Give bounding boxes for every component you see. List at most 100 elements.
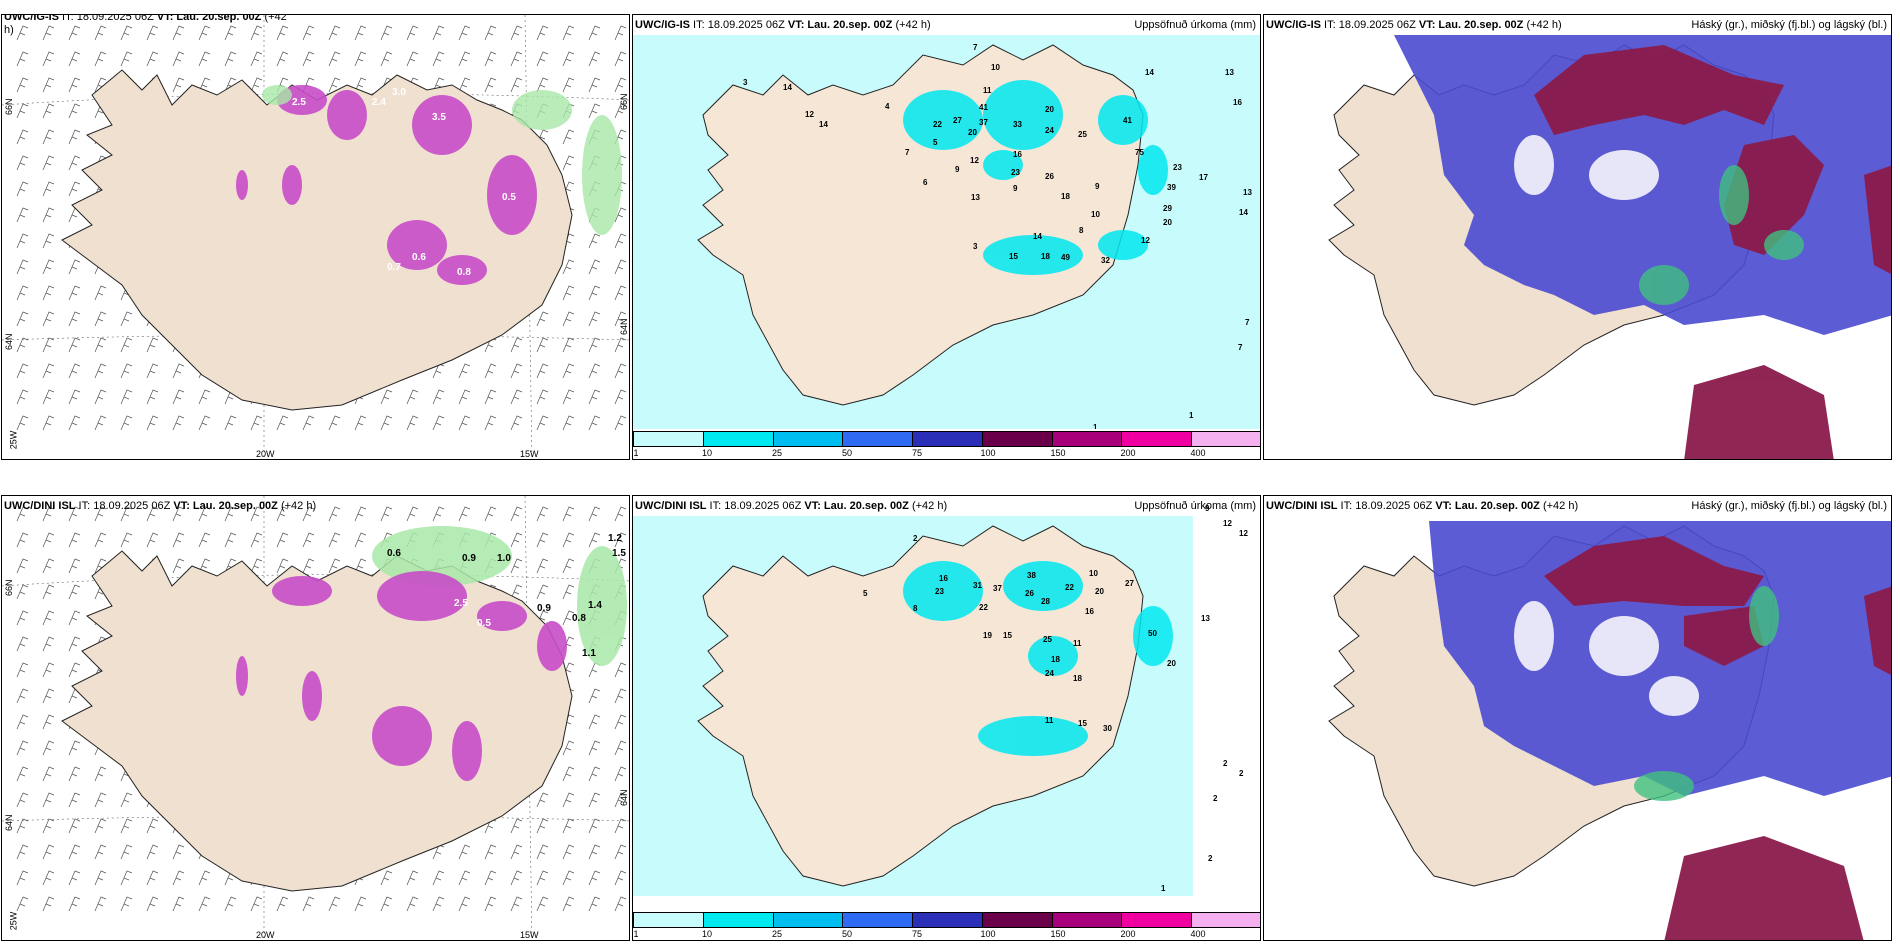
lon-label-15w: 15W xyxy=(520,930,539,940)
wind-barb xyxy=(380,415,393,431)
wind-barb xyxy=(224,896,237,912)
wind-barb xyxy=(536,51,549,67)
wind-barb xyxy=(458,415,471,431)
wind-barb xyxy=(16,181,29,197)
wind-barb xyxy=(224,51,237,67)
svg-text:1.5: 1.5 xyxy=(612,548,626,559)
wind-barb xyxy=(68,337,81,353)
wind-barb xyxy=(562,25,575,41)
wind-barb xyxy=(94,766,107,782)
iceland-land xyxy=(697,525,1144,887)
svg-text:24: 24 xyxy=(1045,126,1054,135)
lat-label-66-right: 66N xyxy=(619,93,629,110)
wind-barb xyxy=(380,51,393,67)
svg-text:20: 20 xyxy=(1095,587,1104,596)
wind-barb xyxy=(68,415,81,431)
legend-tick: 400 xyxy=(1190,448,1206,458)
wind-barb xyxy=(562,532,575,548)
svg-text:23: 23 xyxy=(935,587,944,596)
legend-swatch xyxy=(703,432,774,446)
wind-barb xyxy=(94,285,107,301)
wind-barb xyxy=(562,584,575,600)
wind-barb xyxy=(484,51,497,67)
wind-barb xyxy=(510,558,523,574)
wind-barb xyxy=(614,792,627,808)
wind-barb xyxy=(16,558,29,574)
svg-text:10: 10 xyxy=(1091,210,1100,219)
wind-barb xyxy=(276,558,289,574)
svg-text:14: 14 xyxy=(783,83,792,92)
svg-text:11: 11 xyxy=(983,86,992,95)
wind-barb xyxy=(16,532,29,548)
wind-barb xyxy=(484,896,497,912)
wind-barb xyxy=(614,103,627,119)
svg-text:8: 8 xyxy=(913,604,918,613)
svg-text:75: 75 xyxy=(1135,148,1144,157)
wind-barb xyxy=(42,311,55,327)
wind-barb xyxy=(562,610,575,626)
svg-text:41: 41 xyxy=(1123,116,1132,125)
cloud-panel-top: UWC/IG-IS IT: 18.09.2025 06Z VT: Lau. 20… xyxy=(1263,14,1892,460)
svg-text:27: 27 xyxy=(1125,579,1134,588)
high-cloud xyxy=(1544,536,1891,940)
wind-barb xyxy=(120,506,133,522)
svg-text:37: 37 xyxy=(993,584,1002,593)
wind-barb xyxy=(354,77,367,93)
wind-barb xyxy=(562,363,575,379)
wind-barb xyxy=(120,415,133,431)
wind-barb xyxy=(302,506,315,522)
legend-swatch xyxy=(982,432,1053,446)
svg-text:0.9: 0.9 xyxy=(462,553,476,564)
wind-barb xyxy=(42,818,55,834)
precip-title: Uppsöfnuð úrkoma (mm) xyxy=(1134,500,1256,512)
svg-text:13: 13 xyxy=(1225,68,1234,77)
wind-barb xyxy=(224,506,237,522)
wind-barb xyxy=(16,870,29,886)
wind-barb xyxy=(68,532,81,548)
wind-barb xyxy=(68,389,81,405)
wind-barb xyxy=(614,662,627,678)
wind-barb xyxy=(458,506,471,522)
wind-barb xyxy=(354,558,367,574)
wind-barb xyxy=(562,155,575,171)
wind-barb xyxy=(68,792,81,808)
wind-barb xyxy=(614,259,627,275)
wind-barb xyxy=(146,870,159,886)
wind-barb xyxy=(536,844,549,860)
lon-label-20w: 20W xyxy=(256,449,275,459)
svg-text:17: 17 xyxy=(1199,173,1208,182)
wind-barb xyxy=(198,558,211,574)
wind-barb xyxy=(406,506,419,522)
wind-barb xyxy=(276,532,289,548)
svg-text:2.4: 2.4 xyxy=(372,97,386,108)
legend-tick: 1 xyxy=(633,448,639,458)
svg-text:16: 16 xyxy=(1013,150,1022,159)
svg-text:11: 11 xyxy=(1045,716,1054,725)
wind-barb xyxy=(16,155,29,171)
svg-text:14: 14 xyxy=(819,120,828,129)
svg-text:3.0: 3.0 xyxy=(392,87,406,98)
wind-barb xyxy=(198,51,211,67)
wind-barb xyxy=(198,77,211,93)
high-cloud xyxy=(1534,45,1891,459)
wind-barb xyxy=(510,337,523,353)
wind-barb xyxy=(614,25,627,41)
precip-map: 3 14 12 14 4 7 10 11 41 37 33 20 24 25 4… xyxy=(633,35,1260,432)
svg-text:7: 7 xyxy=(1238,343,1243,352)
legend-tick: 200 xyxy=(1120,448,1136,458)
wind-barb xyxy=(432,870,445,886)
svg-text:0.7: 0.7 xyxy=(387,262,401,273)
precip-title: Uppsöfnuð úrkoma (mm) xyxy=(1134,19,1256,31)
wind-barb xyxy=(588,103,601,119)
legend-tick: 150 xyxy=(1050,929,1066,939)
wind-barb xyxy=(120,51,133,67)
svg-text:28: 28 xyxy=(1041,597,1050,606)
wind-barb xyxy=(380,896,393,912)
wind-barb xyxy=(510,844,523,860)
wind-barb xyxy=(250,51,263,67)
legend-tick: 10 xyxy=(701,929,713,939)
legend-swatch xyxy=(634,913,704,927)
wind-barb xyxy=(146,844,159,860)
wind-barb xyxy=(120,532,133,548)
wind-barb xyxy=(536,818,549,834)
